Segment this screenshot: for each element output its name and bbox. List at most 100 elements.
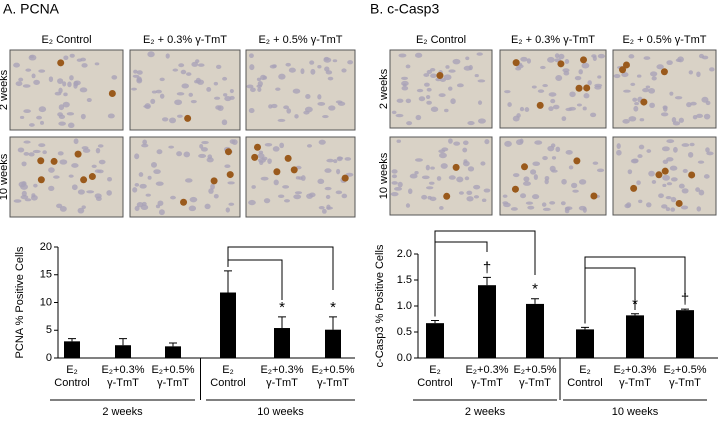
y-tick-label: 2.0 [397, 248, 412, 260]
nucleus [637, 154, 643, 159]
nucleus [705, 100, 711, 106]
x-tick-label: Control [567, 377, 602, 389]
x-tick-label: E₂+0.3% [260, 364, 303, 376]
nucleus [662, 105, 668, 110]
stained-cell [660, 68, 668, 76]
nucleus [155, 89, 162, 94]
nucleus [467, 166, 475, 172]
nucleus [288, 67, 296, 73]
error-bar [329, 316, 337, 330]
nucleus [418, 96, 426, 102]
y-tick-label: 10 [40, 296, 52, 308]
nucleus [554, 53, 560, 59]
nucleus [688, 151, 694, 158]
column-header: E₂ + 0.5% γ-TmT [622, 34, 706, 46]
nucleus [159, 77, 165, 82]
nucleus [438, 149, 446, 154]
nucleus [421, 194, 428, 200]
group-label: 10 weeks [612, 406, 659, 418]
nucleus [616, 143, 621, 150]
nucleus [272, 146, 280, 152]
nucleus [669, 91, 674, 96]
stained-cell [573, 157, 581, 165]
nucleus [20, 194, 29, 200]
y-tick-label: 0.5 [397, 326, 412, 338]
nucleus [333, 159, 338, 164]
nucleus [19, 115, 25, 120]
nucleus [450, 98, 456, 105]
x-tick-label: γ-TmT [266, 377, 298, 389]
nucleus [696, 71, 701, 78]
nucleus [165, 53, 170, 59]
nucleus [524, 107, 530, 112]
nucleus [282, 185, 290, 189]
nucleus [204, 203, 211, 210]
nucleus [636, 180, 641, 186]
nucleus [264, 143, 273, 147]
stained-cell [511, 185, 519, 193]
nucleus [225, 207, 230, 213]
nucleus [695, 187, 701, 192]
nucleus [20, 183, 29, 190]
significance-marker: * [330, 299, 336, 316]
row-label: 2 weeks [0, 69, 10, 110]
nucleus [136, 70, 143, 75]
nucleus [661, 204, 668, 209]
stained-cell [512, 59, 520, 67]
nucleus [139, 183, 147, 189]
nucleus [672, 121, 681, 126]
nucleus [38, 69, 46, 73]
stained-cell [630, 184, 638, 192]
nucleus [145, 193, 151, 197]
nucleus [391, 181, 398, 185]
nucleus [670, 196, 677, 203]
nucleus [322, 115, 329, 119]
nucleus [572, 189, 579, 193]
error-bar [278, 316, 286, 329]
nucleus [76, 58, 83, 62]
nucleus [632, 97, 638, 102]
nucleus [590, 112, 597, 118]
nucleus [131, 87, 137, 91]
nucleus [582, 106, 587, 111]
nucleus [58, 87, 63, 94]
bar [426, 323, 444, 358]
nucleus [248, 53, 254, 59]
nucleus [132, 74, 140, 78]
nucleus [638, 199, 643, 204]
nucleus [456, 176, 464, 183]
x-tick-label: E₂ [66, 364, 78, 376]
nucleus [662, 183, 667, 188]
nucleus [507, 102, 512, 108]
nucleus [484, 139, 490, 145]
error-bar [119, 338, 127, 346]
nucleus [464, 176, 470, 181]
nucleus [696, 113, 703, 119]
error-bar [483, 276, 491, 286]
nucleus [519, 138, 524, 144]
nucleus [321, 208, 327, 214]
nucleus [57, 78, 64, 85]
nucleus [682, 168, 688, 174]
error-bar [431, 320, 439, 324]
nucleus [21, 161, 27, 167]
nucleus [186, 72, 192, 76]
nucleus [681, 188, 689, 194]
nucleus [303, 110, 310, 115]
nucleus [390, 191, 399, 197]
nucleus [426, 100, 432, 105]
nucleus [144, 103, 151, 110]
nucleus [42, 150, 47, 155]
nucleus [67, 81, 72, 88]
nucleus [662, 174, 670, 181]
panel-title: B. c-Casp3 [370, 1, 439, 17]
nucleus [317, 94, 322, 100]
nucleus [525, 201, 534, 205]
nucleus [71, 184, 78, 191]
nucleus [318, 139, 326, 145]
nucleus [227, 181, 235, 185]
nucleus [592, 161, 599, 165]
nucleus [396, 139, 402, 143]
nucleus [248, 108, 255, 114]
stained-cell [622, 61, 630, 69]
